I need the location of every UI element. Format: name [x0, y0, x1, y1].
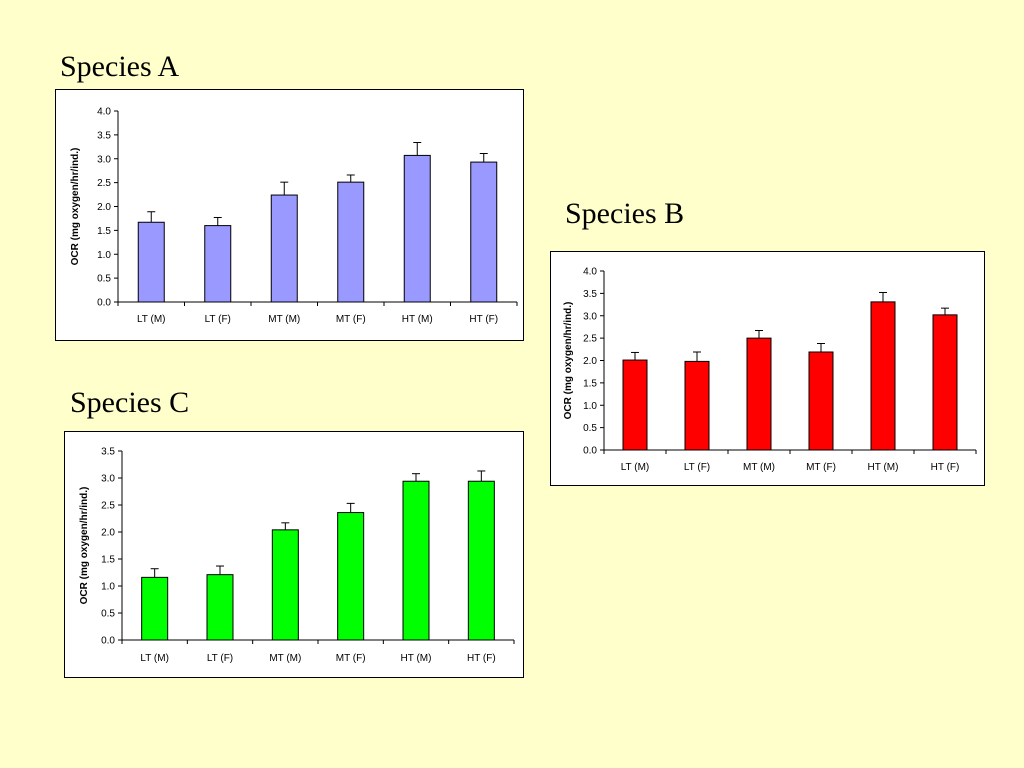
species-b-bar — [808, 351, 834, 451]
species-c-chart-svg: OCR (mg oxygen/hr/ind.) 0.0 0.5 1.0 1.5 2.0 2.… — [79, 447, 515, 664]
species-a-y-tick-label: 1.5 — [97, 226, 111, 237]
species-c-category-label: HT (M) — [401, 653, 432, 664]
species-c-bar — [402, 480, 430, 641]
species-c-y-tick-label: 0.0 — [101, 636, 115, 647]
species-c-category-label: MT (M) — [269, 653, 301, 664]
species-a-category-label: MT (M) — [268, 314, 300, 325]
species-c-bar — [337, 512, 365, 641]
species-c-chart: OCR (mg oxygen/hr/ind.) 0.0 0.5 1.0 1.5 2.0 2.… — [64, 431, 524, 678]
species-c-category-label: LT (M) — [140, 653, 169, 664]
species-c-y-tick-label: 2.0 — [101, 528, 115, 539]
species-b-category-label: LT (M) — [621, 462, 650, 473]
species-a-bar — [204, 225, 232, 303]
species-c-category-label: MT (F) — [336, 653, 366, 664]
species-a-category-label: LT (F) — [205, 314, 231, 325]
species-b-y-tick-label: 4.0 — [583, 267, 597, 278]
species-c-bar — [467, 480, 495, 641]
species-a-y-tick-label: 0.5 — [97, 274, 111, 285]
species-b-y-axis-title: OCR (mg oxygen/hr/ind.) — [563, 302, 574, 420]
species-a-category-label: LT (M) — [137, 314, 166, 325]
species-a-y-tick-label: 4.0 — [97, 107, 111, 118]
species-b-y-tick-label: 2.0 — [583, 356, 597, 367]
species-c-y-tick-label: 0.5 — [101, 609, 115, 620]
species-b-chart: OCR (mg oxygen/hr/ind.) 0.0 0.5 1.0 1.5 2.0 2.… — [550, 251, 985, 486]
species-c-title: Species C — [70, 386, 190, 419]
species-c-y-tick-label: 1.5 — [101, 555, 115, 566]
species-a-chart: OCR (mg oxygen/hr/ind.) 0.0 0.5 1.0 1.5 2.0 2.… — [55, 89, 524, 341]
species-b-bar — [870, 301, 896, 451]
species-c-bar — [206, 574, 234, 641]
species-c-bar — [271, 529, 299, 641]
species-c-category-label: HT (F) — [467, 653, 496, 664]
species-a-bar — [470, 161, 498, 303]
species-b-y-tick-label: 3.5 — [583, 289, 597, 300]
species-a-category-label: MT (F) — [336, 314, 366, 325]
species-b-y-tick-label: 2.5 — [583, 334, 597, 345]
species-a-y-tick-label: 3.5 — [97, 130, 111, 141]
species-a-category-label: HT (M) — [402, 314, 433, 325]
species-b-bar — [746, 337, 772, 451]
species-c-category-label: LT (F) — [207, 653, 233, 664]
species-b-y-tick-label: 1.5 — [583, 378, 597, 389]
species-a-bar — [137, 221, 165, 303]
species-b-category-label: LT (F) — [684, 462, 710, 473]
species-c-y-tick-label: 3.0 — [101, 474, 115, 485]
species-a-y-axis-title: OCR (mg oxygen/hr/ind.) — [70, 148, 81, 266]
species-b-category-label: HT (F) — [931, 462, 960, 473]
species-a-y-tick-label: 3.0 — [97, 154, 111, 165]
species-a-y-tick-label: 2.0 — [97, 202, 111, 213]
species-a-y-tick-label: 1.0 — [97, 250, 111, 261]
species-b-category-label: HT (M) — [868, 462, 899, 473]
species-b-bar — [684, 360, 710, 451]
species-a-category-label: HT (F) — [469, 314, 498, 325]
species-a-bar — [403, 154, 431, 303]
species-c-y-tick-label: 3.5 — [101, 447, 115, 458]
species-a-bar — [270, 194, 298, 303]
species-b-chart-svg: OCR (mg oxygen/hr/ind.) 0.0 0.5 1.0 1.5 2.0 2.… — [563, 267, 977, 473]
species-b-bar — [932, 314, 958, 451]
species-a-y-tick-label: 2.5 — [97, 178, 111, 189]
species-a-chart-svg: OCR (mg oxygen/hr/ind.) 0.0 0.5 1.0 1.5 2.0 2.… — [70, 107, 518, 325]
species-c-y-tick-label: 1.0 — [101, 582, 115, 593]
species-a-bar — [337, 181, 365, 303]
species-c-bar — [141, 576, 169, 641]
species-c-y-tick-label: 2.5 — [101, 501, 115, 512]
species-b-y-tick-label: 0.0 — [583, 446, 597, 457]
species-b-category-label: MT (F) — [806, 462, 836, 473]
species-a-y-tick-label: 0.0 — [97, 298, 111, 309]
species-b-title: Species B — [565, 197, 685, 230]
species-b-y-tick-label: 1.0 — [583, 401, 597, 412]
species-b-y-tick-label: 0.5 — [583, 423, 597, 434]
species-b-y-tick-label: 3.0 — [583, 311, 597, 322]
species-a-title: Species A — [60, 50, 180, 83]
species-b-category-label: MT (M) — [743, 462, 775, 473]
species-c-y-axis-title: OCR (mg oxygen/hr/ind.) — [79, 487, 90, 605]
species-b-bar — [622, 359, 648, 451]
